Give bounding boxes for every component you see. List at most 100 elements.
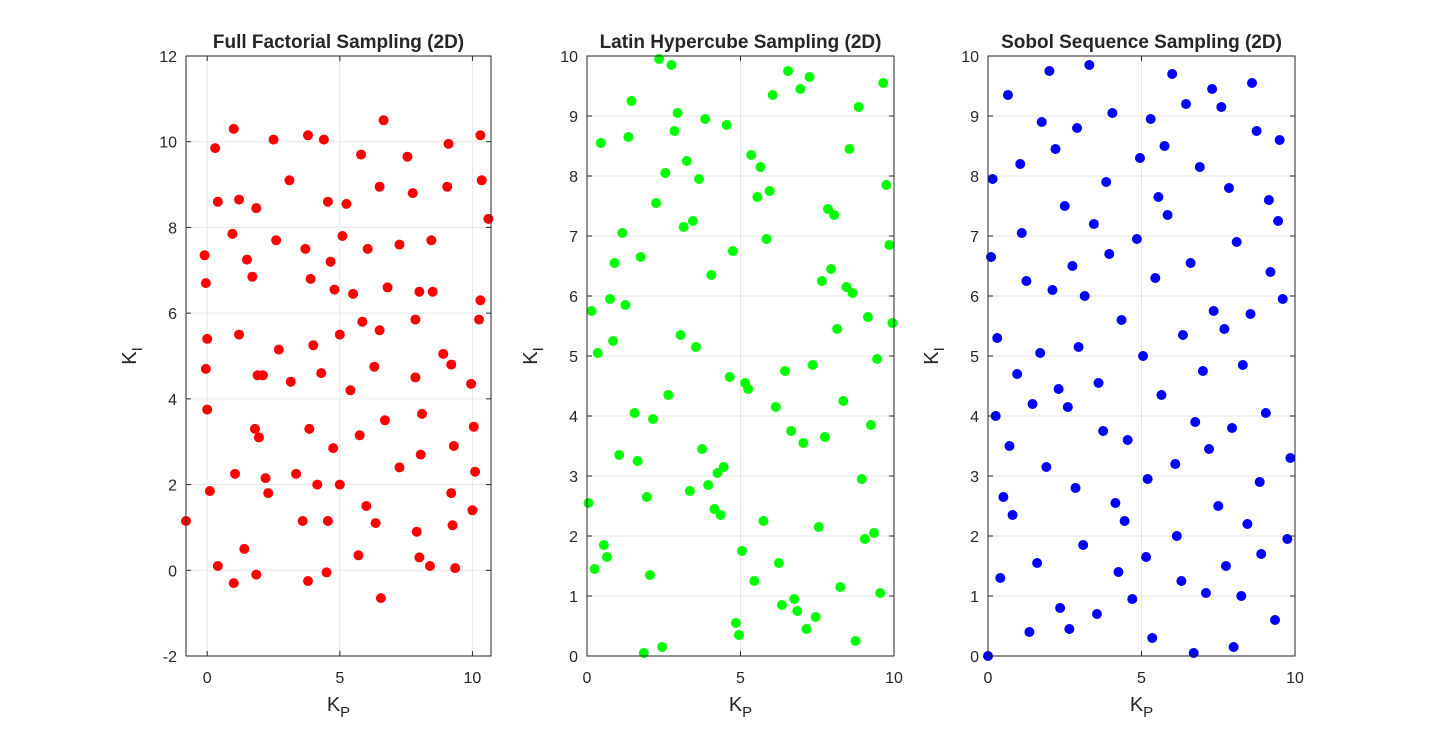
data-point bbox=[402, 151, 413, 162]
chart-title: Full Factorial Sampling (2D) bbox=[213, 32, 464, 53]
data-point bbox=[334, 329, 345, 340]
data-point bbox=[838, 396, 849, 406]
data-point bbox=[303, 576, 313, 586]
data-point bbox=[394, 462, 405, 473]
data-point bbox=[641, 492, 652, 502]
y-tick-label: 0 bbox=[970, 649, 979, 666]
y-tick-label: 5 bbox=[970, 349, 979, 366]
y-tick-label: 7 bbox=[970, 229, 979, 246]
data-point bbox=[632, 456, 643, 466]
y-tick-label: 12 bbox=[159, 49, 177, 66]
y-tick-label: 5 bbox=[569, 349, 578, 366]
data-point bbox=[1159, 141, 1170, 151]
data-point bbox=[1053, 384, 1064, 394]
data-point bbox=[749, 576, 760, 586]
y-tick-label: 7 bbox=[569, 229, 578, 246]
data-point bbox=[678, 222, 689, 232]
data-point bbox=[721, 120, 732, 130]
data-point bbox=[669, 126, 680, 136]
data-point bbox=[1194, 162, 1205, 172]
data-point bbox=[770, 402, 781, 412]
data-point bbox=[379, 415, 390, 426]
data-point bbox=[1242, 519, 1253, 529]
data-point bbox=[450, 563, 461, 574]
data-point bbox=[1044, 66, 1055, 76]
data-point bbox=[1170, 459, 1181, 469]
data-point bbox=[361, 501, 372, 511]
y-tick-label: 6 bbox=[168, 306, 177, 323]
data-point bbox=[410, 372, 421, 383]
data-point bbox=[644, 570, 655, 580]
y-tick-label: 0 bbox=[168, 563, 177, 580]
data-point bbox=[826, 264, 837, 274]
data-point bbox=[291, 468, 302, 479]
data-point bbox=[1084, 60, 1095, 70]
data-point bbox=[795, 84, 806, 94]
data-point bbox=[1113, 567, 1124, 577]
y-tick-label: 8 bbox=[970, 169, 979, 186]
data-point bbox=[663, 390, 674, 400]
data-point bbox=[1110, 498, 1121, 508]
data-point bbox=[1177, 330, 1188, 340]
y-tick-label: 4 bbox=[569, 409, 578, 426]
data-point bbox=[712, 468, 723, 478]
data-point bbox=[1162, 210, 1173, 220]
y-tick-label: 0 bbox=[569, 649, 578, 666]
data-point bbox=[651, 198, 662, 208]
data-point bbox=[856, 474, 867, 484]
data-point bbox=[475, 130, 486, 141]
data-point bbox=[850, 636, 861, 646]
data-point bbox=[369, 361, 380, 372]
y-tick-label: 8 bbox=[569, 169, 578, 186]
data-point bbox=[601, 552, 612, 562]
data-point bbox=[1119, 516, 1130, 526]
data-point bbox=[1101, 177, 1112, 187]
data-point bbox=[1204, 444, 1215, 454]
data-point bbox=[629, 408, 640, 418]
data-point bbox=[789, 594, 800, 604]
data-point bbox=[202, 404, 213, 415]
subplot-full-factorial: 0 5 10 -2 0 2 4 6 8 10 12 Full Factorial Sampling … bbox=[119, 32, 494, 721]
data-point bbox=[1004, 441, 1015, 451]
data-point bbox=[1237, 360, 1248, 370]
data-point bbox=[1213, 501, 1224, 511]
data-point bbox=[1055, 603, 1066, 613]
data-point bbox=[475, 295, 486, 306]
data-point bbox=[881, 180, 892, 190]
data-point bbox=[583, 498, 594, 508]
data-point bbox=[1093, 378, 1104, 388]
data-point bbox=[764, 186, 775, 196]
data-point bbox=[865, 420, 876, 430]
data-point bbox=[1142, 474, 1153, 484]
data-point bbox=[752, 192, 763, 202]
data-point bbox=[234, 194, 245, 205]
data-point bbox=[308, 340, 319, 351]
subplot-sobol-sequence: 0 5 10 0 1 2 3 4 5 6 7 8 9 10 Sobol Sequence Sampling… bbox=[921, 32, 1304, 721]
y-tick-label: 4 bbox=[970, 409, 979, 426]
data-point bbox=[446, 488, 457, 499]
x-axis-label: KP bbox=[729, 694, 752, 721]
data-point bbox=[1227, 423, 1238, 433]
data-point bbox=[617, 228, 628, 238]
data-point bbox=[370, 518, 381, 529]
y-tick-label: 8 bbox=[168, 220, 177, 237]
data-point bbox=[832, 324, 843, 334]
data-point bbox=[1223, 183, 1234, 193]
data-point bbox=[443, 138, 454, 149]
data-point bbox=[1107, 108, 1118, 118]
data-point bbox=[724, 372, 735, 382]
data-point bbox=[322, 196, 333, 207]
data-point bbox=[620, 300, 631, 310]
y-tick-label: 10 bbox=[560, 49, 578, 66]
data-point bbox=[1247, 78, 1258, 88]
x-tick-label: 0 bbox=[583, 670, 592, 687]
data-point bbox=[1098, 426, 1109, 436]
data-point bbox=[1062, 402, 1073, 412]
data-point bbox=[990, 411, 1001, 421]
data-point bbox=[334, 479, 345, 490]
data-point bbox=[228, 123, 239, 134]
subplot-latin-hypercube: 0 5 10 0 1 2 3 4 5 6 7 8 9 10 Latin Hypercube Samplin… bbox=[520, 32, 903, 721]
data-point bbox=[325, 256, 336, 267]
data-point bbox=[394, 239, 405, 250]
